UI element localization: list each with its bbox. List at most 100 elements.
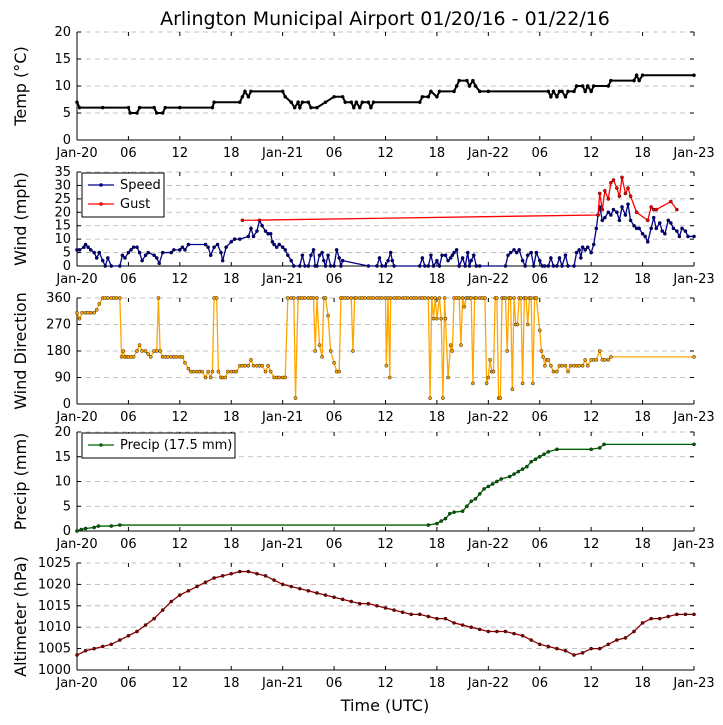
temp-data-point xyxy=(563,95,568,99)
wind-data-point xyxy=(589,250,593,255)
altimeter-data-point xyxy=(315,591,319,595)
wind-data-point xyxy=(380,264,384,268)
wind-xtick-label: 12 xyxy=(377,272,394,287)
wind-data-point xyxy=(94,256,99,260)
wind-data-point xyxy=(337,256,342,260)
direction-xtick-label: 18 xyxy=(223,410,240,425)
direction-data-point xyxy=(345,296,350,300)
altimeter-data-point xyxy=(255,571,259,576)
altimeter-data-point xyxy=(135,629,139,634)
precip-legend-marker xyxy=(99,443,103,447)
direction-data-point xyxy=(80,310,84,315)
wind-xtick-label: Jan-20 xyxy=(55,272,97,287)
direction-data-point xyxy=(566,369,570,374)
direction-data-point xyxy=(483,296,487,300)
altimeter-data-point xyxy=(75,653,79,657)
temp-data-point xyxy=(240,95,245,99)
wind-data-point xyxy=(517,248,521,252)
direction-data-point xyxy=(249,358,253,362)
direction-data-point xyxy=(317,343,322,347)
direction-data-point xyxy=(293,396,298,400)
wind-data-point xyxy=(272,242,276,247)
temp-data-point xyxy=(420,95,425,99)
wind-xtick-label: 18 xyxy=(634,272,651,287)
temp-data-point xyxy=(467,84,472,88)
precip-data-point xyxy=(426,523,431,527)
direction-data-point xyxy=(534,296,539,300)
altimeter-data-point xyxy=(83,648,88,653)
wind-data-point xyxy=(377,256,382,260)
wind-data-point xyxy=(543,264,547,268)
direction-data-point xyxy=(216,369,221,374)
temp-data-point xyxy=(126,105,131,110)
wind-data-point xyxy=(277,242,282,247)
precip-data-point xyxy=(512,472,516,476)
altimeter-data-point xyxy=(195,584,199,589)
wind-data-point xyxy=(131,245,136,249)
direction-data-point xyxy=(311,296,316,300)
wind-data-point xyxy=(260,223,264,228)
wind-data-point xyxy=(534,250,539,255)
direction-data-point xyxy=(283,375,288,380)
wind-data-point xyxy=(283,248,288,252)
direction-y-axis-label: Wind Direction xyxy=(11,292,30,410)
precip-xtick-label: 18 xyxy=(223,537,240,552)
direction-data-point xyxy=(529,296,533,300)
wind-data-point xyxy=(645,218,650,223)
temp-xtick-label: 18 xyxy=(223,146,240,161)
wind-series-line xyxy=(77,204,694,269)
wind-data-point xyxy=(443,253,448,258)
wind-data-point xyxy=(680,226,684,231)
precip-xtick-label: Jan-22 xyxy=(467,537,509,552)
altimeter-data-point xyxy=(443,616,448,621)
direction-data-point xyxy=(541,355,545,359)
wind-data-point xyxy=(450,253,455,258)
altimeter-data-point xyxy=(169,599,174,604)
precip-xtick-label: Jan-21 xyxy=(261,537,303,552)
wind-data-point xyxy=(126,250,131,255)
wind-data-point xyxy=(637,226,641,231)
wind-data-point xyxy=(596,213,600,217)
direction-xtick-label: 18 xyxy=(429,410,446,425)
precip-data-point xyxy=(79,527,84,532)
direction-data-point xyxy=(441,396,445,400)
wind-data-point xyxy=(172,248,176,252)
direction-panel: 0 90 180 270 360 Jan-20 06 12 18 Jan-21 06 12 18 Jan-… xyxy=(11,291,715,425)
wind-legend-label: Gust xyxy=(120,197,150,212)
direction-data-point xyxy=(92,310,96,315)
wind-data-point xyxy=(660,229,665,233)
temp-data-point xyxy=(154,111,159,115)
wind-data-point xyxy=(615,186,619,190)
direction-data-point xyxy=(266,363,270,368)
altimeter-data-point xyxy=(143,623,148,627)
wind-data-point xyxy=(654,207,659,212)
precip-data-point xyxy=(96,524,101,528)
altimeter-data-point xyxy=(126,633,131,638)
precip-xtick-label: 06 xyxy=(120,537,137,552)
temp-data-point xyxy=(437,89,442,94)
wind-data-point xyxy=(334,248,339,252)
wind-data-point xyxy=(649,205,653,209)
wind-data-point xyxy=(626,202,630,207)
wind-data-point xyxy=(289,258,294,263)
altimeter-data-point xyxy=(537,642,542,647)
wind-legend-marker xyxy=(99,183,103,187)
direction-xtick-label: 12 xyxy=(583,410,600,425)
direction-data-point xyxy=(549,363,553,368)
precip-ytick-label: 15 xyxy=(54,450,71,465)
wind-data-point xyxy=(300,253,305,258)
wind-data-point xyxy=(232,237,237,241)
temp-data-point xyxy=(477,89,482,94)
wind-data-point xyxy=(657,221,662,225)
direction-data-point xyxy=(154,349,159,353)
wind-data-point xyxy=(92,250,96,255)
direction-xtick-label: 12 xyxy=(172,410,189,425)
direction-data-point xyxy=(512,296,516,300)
wind-data-point xyxy=(423,264,427,268)
direction-data-point xyxy=(577,363,581,368)
precip-ytick-label: 0 xyxy=(63,524,71,539)
temp-data-point xyxy=(452,89,456,94)
temp-data-point xyxy=(417,100,422,104)
wind-data-point xyxy=(215,242,220,247)
temp-data-point xyxy=(473,84,478,88)
